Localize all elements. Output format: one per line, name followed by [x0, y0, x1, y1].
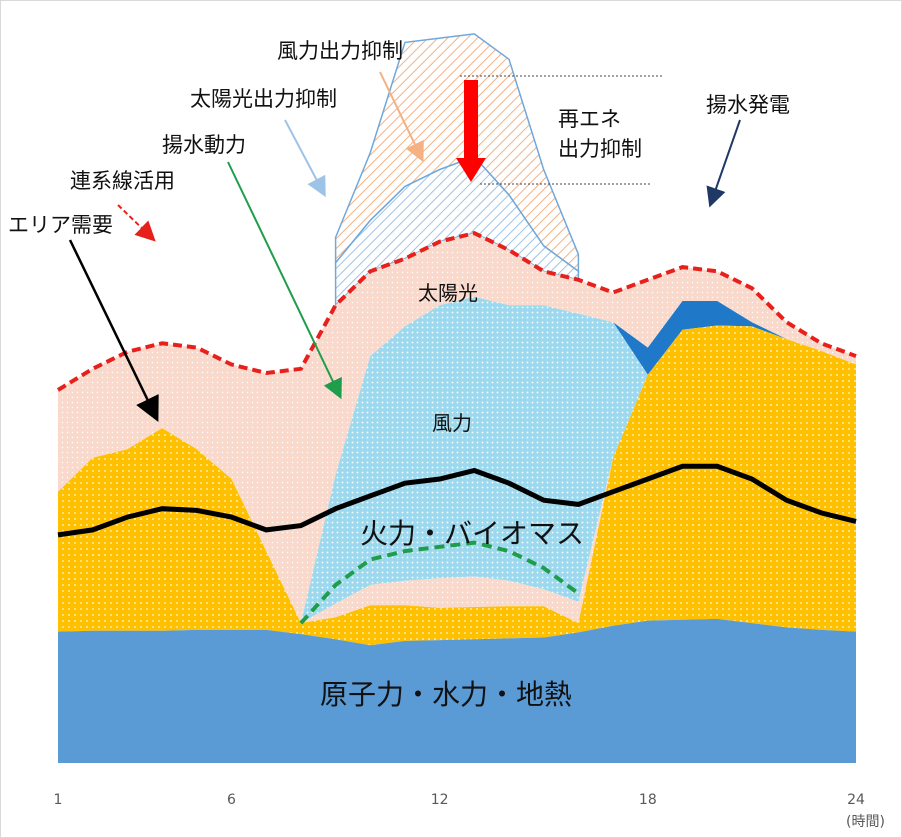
line-demand — [57, 463, 857, 538]
leader-interconnect — [117, 204, 156, 242]
line-interconnect — [56, 230, 857, 392]
label-solar-curtail: 太陽光出力抑制 — [190, 87, 337, 111]
x-tick-label: 24 — [847, 792, 865, 808]
label-renewable: 再エネ — [558, 107, 621, 131]
x-tick-label: 18 — [639, 792, 657, 808]
label-wind-curtail: 風力出力抑制 — [277, 39, 403, 63]
line-pumping — [299, 540, 580, 625]
label-pumping: 揚水動力 — [162, 133, 246, 157]
label-wind: 風力 — [432, 411, 472, 435]
area-nuclear — [58, 618, 856, 763]
label-interconnect: 連系線活用 — [70, 169, 175, 193]
area-layers — [58, 33, 856, 763]
leader-wind-curtail — [379, 71, 424, 163]
area-solar — [58, 296, 856, 624]
curtail-arrow-head — [456, 158, 486, 182]
x-tick-label: 12 — [431, 792, 449, 808]
leader-solar-curtail — [284, 119, 326, 198]
label-nuclear: 原子力・水力・地熱 — [320, 678, 572, 711]
leader-pumped-gen — [706, 119, 741, 208]
x-axis-unit: (時間) — [846, 814, 885, 830]
area-thermal — [58, 325, 856, 646]
curtail-arrow-shaft — [464, 80, 478, 160]
label-pumped-gen: 揚水発電 — [706, 93, 790, 117]
x-tick-label: 6 — [227, 792, 236, 808]
label-demand: エリア需要 — [8, 213, 113, 237]
leader-demand — [68, 239, 159, 422]
x-tick-label: 1 — [54, 792, 63, 808]
label-thermal: 火力・バイオマス — [360, 517, 584, 550]
label-solar: 太陽光 — [418, 281, 478, 305]
label-curtail: 出力抑制 — [558, 137, 642, 161]
x-axis: 1 6 12 18 24 — [54, 792, 865, 808]
line-layers — [56, 230, 857, 625]
leader-pumping — [227, 161, 342, 400]
